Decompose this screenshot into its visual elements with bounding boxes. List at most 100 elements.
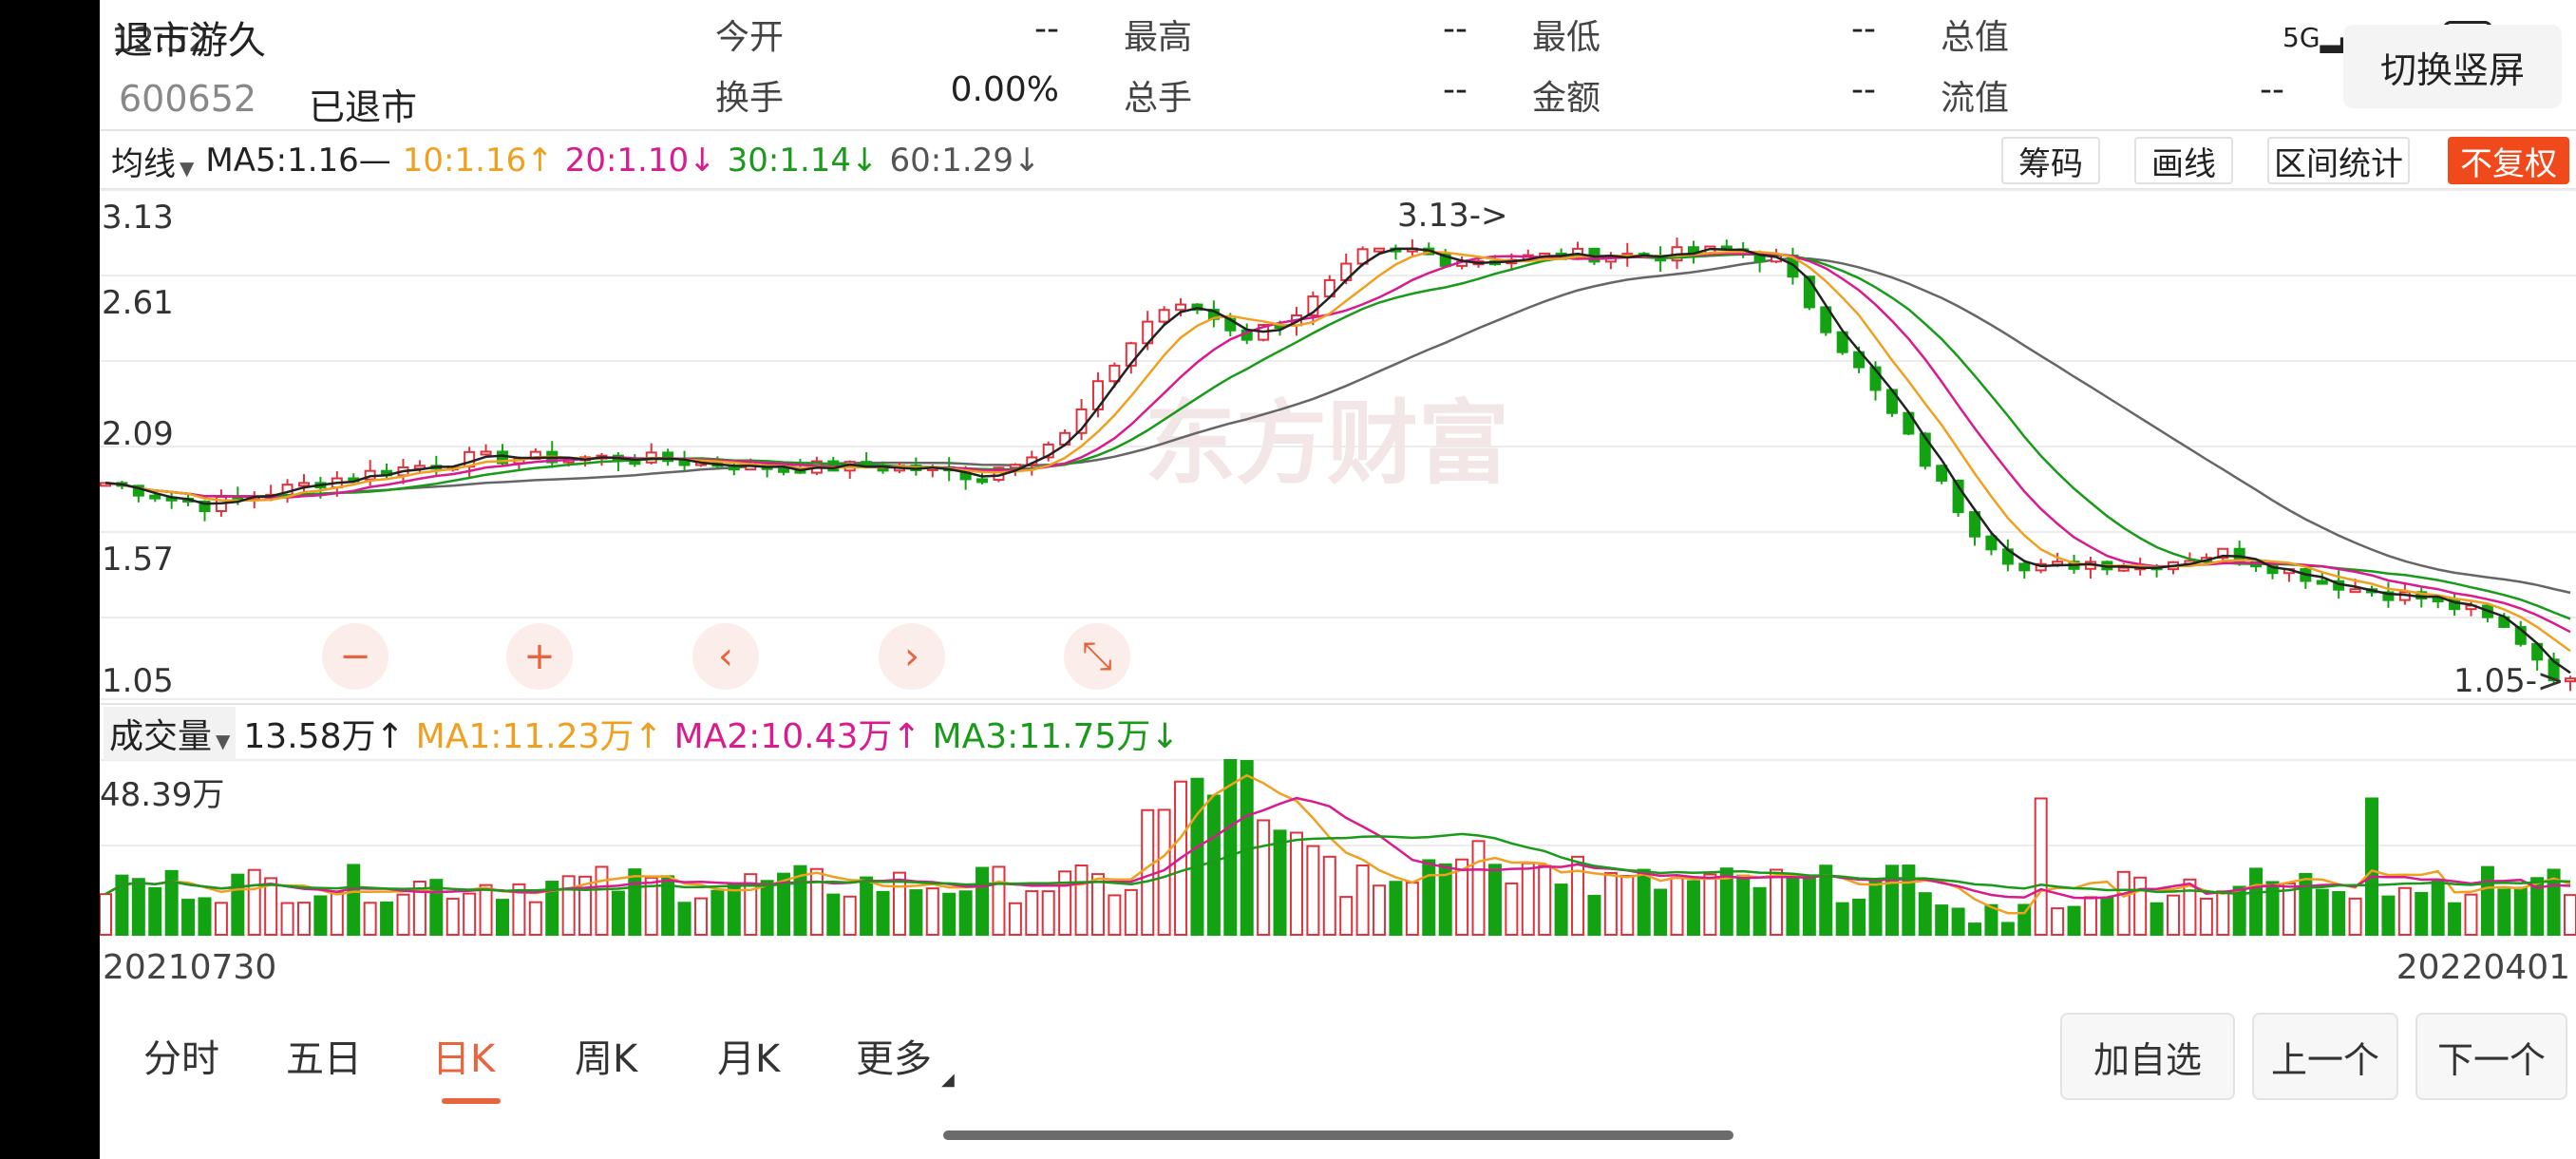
- volume-bar: [231, 873, 245, 936]
- volume-bar: [1438, 863, 1452, 936]
- volume-bar: [1025, 890, 1039, 937]
- candle: [2565, 677, 2576, 683]
- candle: [1803, 276, 1815, 309]
- volume-bars: [100, 759, 2576, 937]
- candle: [2117, 566, 2130, 572]
- chevron-right-icon: ›: [904, 635, 919, 678]
- quote-value-volume: --: [1443, 70, 1468, 109]
- draw-line-button[interactable]: 画线: [2134, 137, 2233, 184]
- ma-selector[interactable]: 均线 ▼: [111, 138, 194, 184]
- volume-bar: [561, 875, 576, 937]
- volume-bar: [876, 890, 890, 936]
- volume-bar: [2497, 888, 2511, 937]
- tab-monthly-k[interactable]: 月K: [717, 1037, 781, 1081]
- volume-bar: [2167, 894, 2181, 937]
- candle: [2217, 547, 2229, 560]
- volume-bar: [100, 893, 112, 937]
- ma-indicator-bar: 均线 ▼ MA5:1.16— 10:1.16↑ 20:1.10↓ 30:1.14↓…: [100, 133, 2576, 188]
- volume-bar: [1885, 864, 1899, 936]
- volume-bar: [942, 892, 957, 936]
- add-watchlist-button[interactable]: 加自选: [2060, 1013, 2235, 1100]
- volume-bar: [463, 892, 477, 937]
- candle: [976, 478, 989, 484]
- volume-bar: [2183, 878, 2197, 937]
- volume-axis-label: 48.39万: [100, 776, 224, 814]
- quote-label-float-value: 流值: [1941, 79, 2010, 118]
- more-arrow-icon: ◢: [941, 1070, 955, 1090]
- range-stats-button[interactable]: 区间统计: [2267, 137, 2410, 184]
- volume-bar: [1554, 884, 1568, 937]
- previous-button[interactable]: 上一个: [2252, 1013, 2398, 1100]
- candle: [1936, 465, 1948, 482]
- volume-bar: [2034, 797, 2048, 936]
- volume-bar: [164, 869, 179, 937]
- volume-selector[interactable]: 成交量 ▼: [104, 707, 237, 760]
- candle: [1919, 432, 1931, 467]
- volume-divider: [100, 703, 2576, 705]
- volume-bar: [1521, 862, 1535, 937]
- kline-chart[interactable]: 东方财富 3.132.612.091.571.05 3.13-> 1.05-> …: [100, 0, 2576, 1007]
- next-button[interactable]: 下一个: [2415, 1013, 2567, 1100]
- volume-bar: [1719, 867, 1733, 937]
- volume-bar: [578, 875, 593, 937]
- low-annotation: 1.05->: [2453, 662, 2564, 700]
- volume-bar: [1058, 870, 1072, 936]
- zoom-out-button[interactable]: −: [322, 623, 388, 690]
- candle: [1373, 247, 1386, 253]
- candle: [1042, 443, 1054, 459]
- volume-bar: [1984, 903, 1998, 936]
- volume-bar: [2216, 890, 2230, 936]
- tab-daily-k[interactable]: 日K: [432, 1037, 496, 1081]
- home-indicator[interactable]: [943, 1130, 1733, 1140]
- volume-bar: [843, 895, 857, 937]
- volume-bar: [1355, 864, 1370, 936]
- volume-ma1: MA1:11.23万↑: [415, 717, 663, 756]
- candle: [199, 500, 211, 513]
- volume-bar: [2564, 894, 2576, 936]
- volume-bar: [2100, 897, 2114, 937]
- volume-indicator-bar: 成交量 ▼ 13.58万↑ MA1:11.23万↑ MA2:10.43万↑ MA3…: [100, 707, 2576, 760]
- stock-name: 退市游久: [114, 19, 266, 63]
- chips-button[interactable]: 筹码: [2001, 137, 2100, 184]
- volume-bar: [396, 893, 410, 936]
- volume-bar: [412, 880, 426, 937]
- volume-bar: [1141, 808, 1155, 936]
- collapse-icon: ⤡: [1082, 635, 1112, 678]
- volume-bar: [1620, 875, 1635, 937]
- volume-bar: [1935, 904, 1949, 936]
- quote-label-high: 最高: [1124, 18, 1193, 57]
- ma-selector-label: 均线: [111, 144, 176, 183]
- volume-bar: [958, 890, 973, 936]
- candle: [1307, 295, 1319, 317]
- pan-left-button[interactable]: ‹: [692, 623, 759, 690]
- reset-zoom-button[interactable]: ⤡: [1064, 623, 1130, 690]
- volume-ma3: MA3:11.75万↓: [932, 717, 1180, 756]
- tab-five-day[interactable]: 五日: [286, 1037, 362, 1081]
- volume-bar: [1802, 875, 1816, 937]
- ma60-path: [104, 256, 2571, 595]
- minus-icon: −: [339, 635, 371, 678]
- volume-bar: [214, 902, 228, 937]
- tab-more[interactable]: 更多: [856, 1037, 932, 1081]
- volume-bar: [1654, 888, 1668, 936]
- ma10-value: 10:1.16↑: [402, 142, 554, 180]
- volume-bar: [2133, 876, 2148, 936]
- price-axis-label: 3.13: [102, 199, 174, 237]
- zoom-in-button[interactable]: +: [506, 623, 573, 690]
- tab-intraday[interactable]: 分时: [143, 1037, 219, 1081]
- volume-bar: [545, 881, 559, 936]
- tab-weekly-k[interactable]: 周K: [575, 1037, 638, 1081]
- volume-bar: [760, 880, 774, 936]
- volume-bar: [198, 897, 212, 936]
- volume-bar: [2480, 865, 2494, 937]
- volume-bar: [2431, 879, 2445, 936]
- volume-bar: [1637, 868, 1651, 936]
- stock-code: 600652: [119, 78, 257, 120]
- volume-bar: [1819, 864, 1833, 936]
- quote-label-amount: 金额: [1532, 79, 1601, 118]
- switch-portrait-button[interactable]: 切换竖屏: [2343, 25, 2562, 108]
- no-adjust-button[interactable]: 不复权: [2448, 137, 2569, 184]
- volume-bar: [925, 887, 939, 937]
- pan-right-button[interactable]: ›: [879, 623, 945, 690]
- volume-bar: [1703, 873, 1717, 936]
